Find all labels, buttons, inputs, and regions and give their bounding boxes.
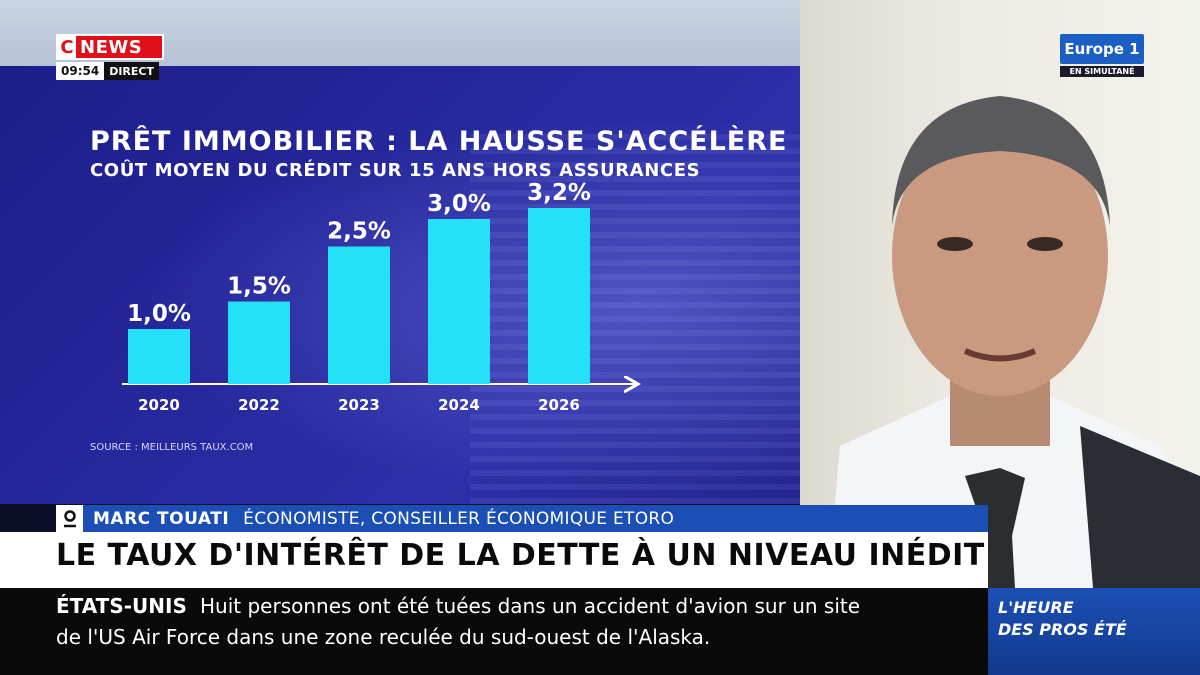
news-ticker [0,588,988,675]
guest-name: MARC TOUATI [93,508,230,529]
cnews-logo-c: C [58,36,76,58]
bar-2020 [128,329,190,384]
data-label-2023: 2,5% [327,219,391,245]
data-label-2026: 3,2% [527,180,591,206]
program-title-line2: DES PROS ÉTÉ [998,620,1127,639]
guest-eye-left [937,237,973,251]
x-tick-label-2020: 2020 [138,396,180,414]
ticker-label: ÉTATS-UNIS [56,594,187,618]
ticker-text-line1: Huit personnes ont été tuées dans un acc… [200,594,861,618]
headline: LE TAUX D'INTÉRÊT DE LA DETTE À UN NIVEA… [56,538,985,573]
live-badge: DIRECT [104,62,159,80]
x-tick-label-2022: 2022 [238,396,280,414]
data-label-2024: 3,0% [427,191,491,217]
broadcast-clock: 09:54 [56,62,105,80]
data-label-2020: 1,0% [127,301,191,327]
chart-source: SOURCE : MEILLEURS TAUX.COM [90,442,254,453]
guest-mouth [963,348,1037,362]
bar-2022 [228,301,290,384]
guest-hair [892,96,1110,226]
data-label-2022: 1,5% [227,274,291,300]
background-photo [470,126,800,504]
clock-row: 09:54 DIRECT [56,62,159,80]
guest-eye-right [1027,237,1063,251]
program-title-line1: L'HEURE [998,598,1074,617]
bar-2023 [328,246,390,384]
ticker-text-line2: de l'US Air Force dans une zone reculée … [56,625,711,649]
x-tick-label-2023: 2023 [338,396,380,414]
infographic-panel: PRÊT IMMOBILIER : LA HAUSSE S'ACCÉLÈRE C… [0,66,800,504]
x-tick-label-2026: 2026 [538,396,580,414]
chart-title: PRÊT IMMOBILIER : LA HAUSSE S'ACCÉLÈRE [90,126,788,157]
program-box [988,588,1200,675]
chart-subtitle: COÛT MOYEN DU CRÉDIT SUR 15 ANS HORS ASS… [90,160,701,181]
cnews-logo-news: NEWS [80,36,143,58]
location-pin-icon [56,505,83,532]
simulcast-label: EN SIMULTANÉ [1060,66,1144,77]
guest-face [892,116,1108,396]
cnews-logo: C NEWS [56,34,164,60]
headline-bar [0,532,988,588]
bar-chart: 1,0% 2020 1,5% 2022 2,5% 2023 3,0% 2024 3,2% 2026 [122,180,800,414]
europe1-logo: Europe 1 [1060,34,1144,64]
guest-name-bar: MARC TOUATI ÉCONOMISTE, CONSEILLER ÉCONO… [56,505,988,532]
bar-2026 [528,208,590,384]
guest-role: ÉCONOMISTE, CONSEILLER ÉCONOMIQUE ETORO [243,508,675,529]
x-tick-label-2024: 2024 [438,396,480,414]
bar-2024 [428,219,490,384]
